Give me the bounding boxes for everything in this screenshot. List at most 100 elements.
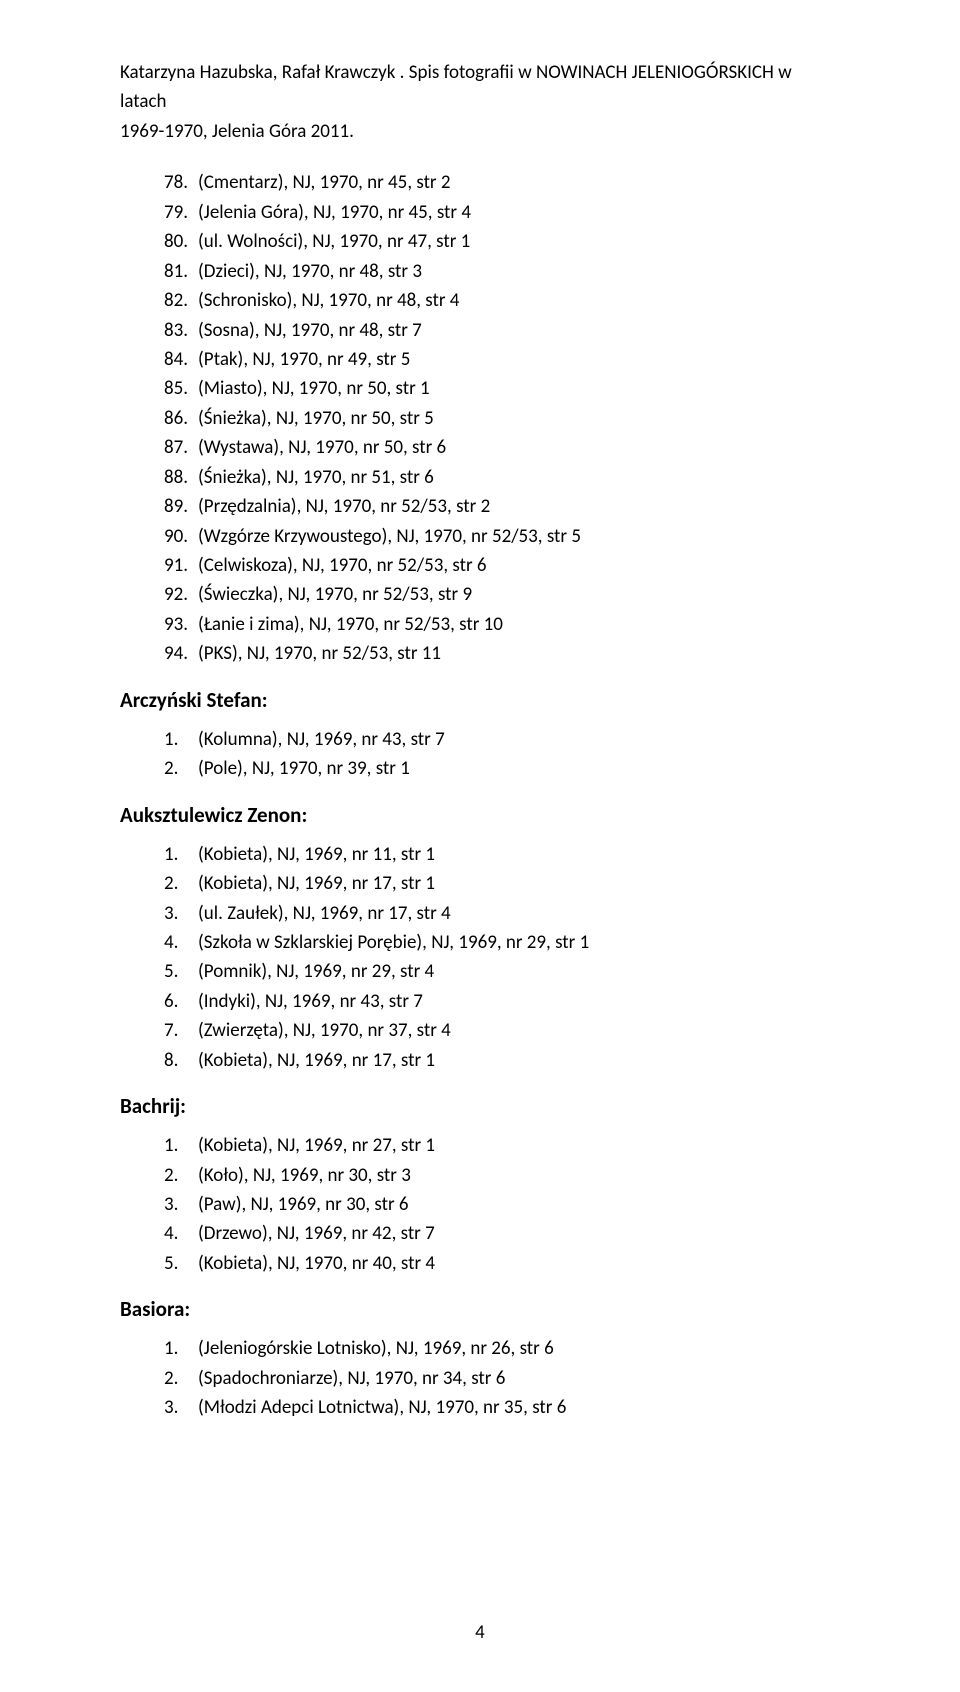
- list-item-number: 4.: [164, 1219, 198, 1248]
- list-item-number: 84.: [164, 345, 198, 374]
- spacer: [120, 146, 840, 168]
- list-item-text: (PKS), NJ, 1970, nr 52/53, str 11: [198, 639, 441, 668]
- list-item-text: (Sosna), NJ, 1970, nr 48, str 7: [198, 316, 422, 345]
- section-heading: Basiora:: [120, 1296, 840, 1322]
- list-item-text: (Indyki), NJ, 1969, nr 43, str 7: [198, 987, 423, 1016]
- list-item: 2.(Spadochroniarze), NJ, 1970, nr 34, st…: [164, 1364, 840, 1393]
- list-item-text: (Kobieta), NJ, 1970, nr 40, str 4: [198, 1249, 435, 1278]
- list-item-number: 1.: [164, 725, 198, 754]
- list-item: 88.(Śnieżka), NJ, 1970, nr 51, str 6: [164, 463, 840, 492]
- list-item-number: 3.: [164, 1190, 198, 1219]
- list-item-number: 1.: [164, 1334, 198, 1363]
- list-item: 92.(Świeczka), NJ, 1970, nr 52/53, str 9: [164, 580, 840, 609]
- list-item: 2.(Kobieta), NJ, 1969, nr 17, str 1: [164, 869, 840, 898]
- list-item-number: 82.: [164, 286, 198, 315]
- list-item-text: (Kolumna), NJ, 1969, nr 43, str 7: [198, 725, 445, 754]
- list-item-text: (Paw), NJ, 1969, nr 30, str 6: [198, 1190, 409, 1219]
- list-item: 5.(Kobieta), NJ, 1970, nr 40, str 4: [164, 1249, 840, 1278]
- list-item: 83.(Sosna), NJ, 1970, nr 48, str 7: [164, 316, 840, 345]
- section-heading: Bachrij:: [120, 1093, 840, 1119]
- list-item: 1.(Kobieta), NJ, 1969, nr 27, str 1: [164, 1131, 840, 1160]
- list-item: 4.(Szkoła w Szklarskiej Porębie), NJ, 19…: [164, 928, 840, 957]
- list-item: 80.(ul. Wolności), NJ, 1970, nr 47, str …: [164, 227, 840, 256]
- header-line-2: 1969-1970, Jelenia Góra 2011.: [120, 117, 840, 146]
- continued-list: 78.(Cmentarz), NJ, 1970, nr 45, str 279.…: [120, 168, 840, 668]
- list-item: 82.(Schronisko), NJ, 1970, nr 48, str 4: [164, 286, 840, 315]
- list-item-text: (Drzewo), NJ, 1969, nr 42, str 7: [198, 1219, 435, 1248]
- list-item-number: 93.: [164, 610, 198, 639]
- list-item-number: 8.: [164, 1046, 198, 1075]
- list-item: 81.(Dzieci), NJ, 1970, nr 48, str 3: [164, 257, 840, 286]
- list-item-text: (Miasto), NJ, 1970, nr 50, str 1: [198, 374, 430, 403]
- list-item-text: (ul. Wolności), NJ, 1970, nr 47, str 1: [198, 227, 470, 256]
- list-item-number: 88.: [164, 463, 198, 492]
- list-item-text: (Pomnik), NJ, 1969, nr 29, str 4: [198, 957, 434, 986]
- list-item: 87.(Wystawa), NJ, 1970, nr 50, str 6: [164, 433, 840, 462]
- list-item-number: 90.: [164, 522, 198, 551]
- list-item-number: 3.: [164, 899, 198, 928]
- list-item-text: (Kobieta), NJ, 1969, nr 17, str 1: [198, 1046, 435, 1075]
- section-list: 1.(Kobieta), NJ, 1969, nr 11, str 12.(Ko…: [120, 840, 840, 1076]
- section-list: 1.(Kolumna), NJ, 1969, nr 43, str 72.(Po…: [120, 725, 840, 784]
- list-item-number: 6.: [164, 987, 198, 1016]
- list-item-text: (Zwierzęta), NJ, 1970, nr 37, str 4: [198, 1016, 451, 1045]
- section-list: 1.(Jeleniogórskie Lotnisko), NJ, 1969, n…: [120, 1334, 840, 1422]
- list-item: 8.(Kobieta), NJ, 1969, nr 17, str 1: [164, 1046, 840, 1075]
- list-item-text: (ul. Zaułek), NJ, 1969, nr 17, str 4: [198, 899, 451, 928]
- list-item-number: 5.: [164, 957, 198, 986]
- list-item-number: 1.: [164, 1131, 198, 1160]
- list-item: 3.(ul. Zaułek), NJ, 1969, nr 17, str 4: [164, 899, 840, 928]
- list-item-text: (Przędzalnia), NJ, 1970, nr 52/53, str 2: [198, 492, 490, 521]
- list-item-number: 2.: [164, 869, 198, 898]
- list-item-number: 4.: [164, 928, 198, 957]
- list-item-number: 92.: [164, 580, 198, 609]
- list-item: 90.(Wzgórze Krzywoustego), NJ, 1970, nr …: [164, 522, 840, 551]
- list-item-text: (Pole), NJ, 1970, nr 39, str 1: [198, 754, 410, 783]
- list-item-number: 80.: [164, 227, 198, 256]
- list-item: 78.(Cmentarz), NJ, 1970, nr 45, str 2: [164, 168, 840, 197]
- list-item-number: 2.: [164, 1364, 198, 1393]
- list-item: 1.(Kolumna), NJ, 1969, nr 43, str 7: [164, 725, 840, 754]
- list-item-text: (Szkoła w Szklarskiej Porębie), NJ, 1969…: [198, 928, 589, 957]
- list-item: 5.(Pomnik), NJ, 1969, nr 29, str 4: [164, 957, 840, 986]
- document-header: Katarzyna Hazubska, Rafał Krawczyk . Spi…: [120, 58, 840, 146]
- list-item: 79.(Jelenia Góra), NJ, 1970, nr 45, str …: [164, 198, 840, 227]
- section-list: 1.(Kobieta), NJ, 1969, nr 27, str 12.(Ko…: [120, 1131, 840, 1278]
- list-item-number: 3.: [164, 1393, 198, 1422]
- list-item-number: 85.: [164, 374, 198, 403]
- list-item-text: (Świeczka), NJ, 1970, nr 52/53, str 9: [198, 580, 472, 609]
- list-item-number: 2.: [164, 1161, 198, 1190]
- list-item: 3.(Młodzi Adepci Lotnictwa), NJ, 1970, n…: [164, 1393, 840, 1422]
- list-item-number: 81.: [164, 257, 198, 286]
- list-item-number: 91.: [164, 551, 198, 580]
- list-item: 84.(Ptak), NJ, 1970, nr 49, str 5: [164, 345, 840, 374]
- list-item-number: 89.: [164, 492, 198, 521]
- list-item-text: (Cmentarz), NJ, 1970, nr 45, str 2: [198, 168, 450, 197]
- list-item: 2.(Koło), NJ, 1969, nr 30, str 3: [164, 1161, 840, 1190]
- list-item-text: (Młodzi Adepci Lotnictwa), NJ, 1970, nr …: [198, 1393, 566, 1422]
- list-item-number: 5.: [164, 1249, 198, 1278]
- list-item-text: (Kobieta), NJ, 1969, nr 27, str 1: [198, 1131, 435, 1160]
- section-heading: Arczyński Stefan:: [120, 687, 840, 713]
- list-item-number: 2.: [164, 754, 198, 783]
- page-number: 4: [120, 1621, 840, 1644]
- list-item-number: 79.: [164, 198, 198, 227]
- list-item: 89.(Przędzalnia), NJ, 1970, nr 52/53, st…: [164, 492, 840, 521]
- document-page: Katarzyna Hazubska, Rafał Krawczyk . Spi…: [0, 0, 960, 1692]
- list-item: 85.(Miasto), NJ, 1970, nr 50, str 1: [164, 374, 840, 403]
- list-item-text: (Dzieci), NJ, 1970, nr 48, str 3: [198, 257, 422, 286]
- list-item-number: 83.: [164, 316, 198, 345]
- list-item-number: 1.: [164, 840, 198, 869]
- list-item: 86.(Śnieżka), NJ, 1970, nr 50, str 5: [164, 404, 840, 433]
- list-item-number: 94.: [164, 639, 198, 668]
- list-item-text: (Śnieżka), NJ, 1970, nr 51, str 6: [198, 463, 434, 492]
- list-item-text: (Łanie i zima), NJ, 1970, nr 52/53, str …: [198, 610, 503, 639]
- list-item: 1.(Kobieta), NJ, 1969, nr 11, str 1: [164, 840, 840, 869]
- list-item: 6.(Indyki), NJ, 1969, nr 43, str 7: [164, 987, 840, 1016]
- list-item: 1.(Jeleniogórskie Lotnisko), NJ, 1969, n…: [164, 1334, 840, 1363]
- list-item: 3.(Paw), NJ, 1969, nr 30, str 6: [164, 1190, 840, 1219]
- list-item-text: (Kobieta), NJ, 1969, nr 17, str 1: [198, 869, 435, 898]
- list-item-text: (Jeleniogórskie Lotnisko), NJ, 1969, nr …: [198, 1334, 554, 1363]
- list-item: 7.(Zwierzęta), NJ, 1970, nr 37, str 4: [164, 1016, 840, 1045]
- list-item-text: (Wzgórze Krzywoustego), NJ, 1970, nr 52/…: [198, 522, 581, 551]
